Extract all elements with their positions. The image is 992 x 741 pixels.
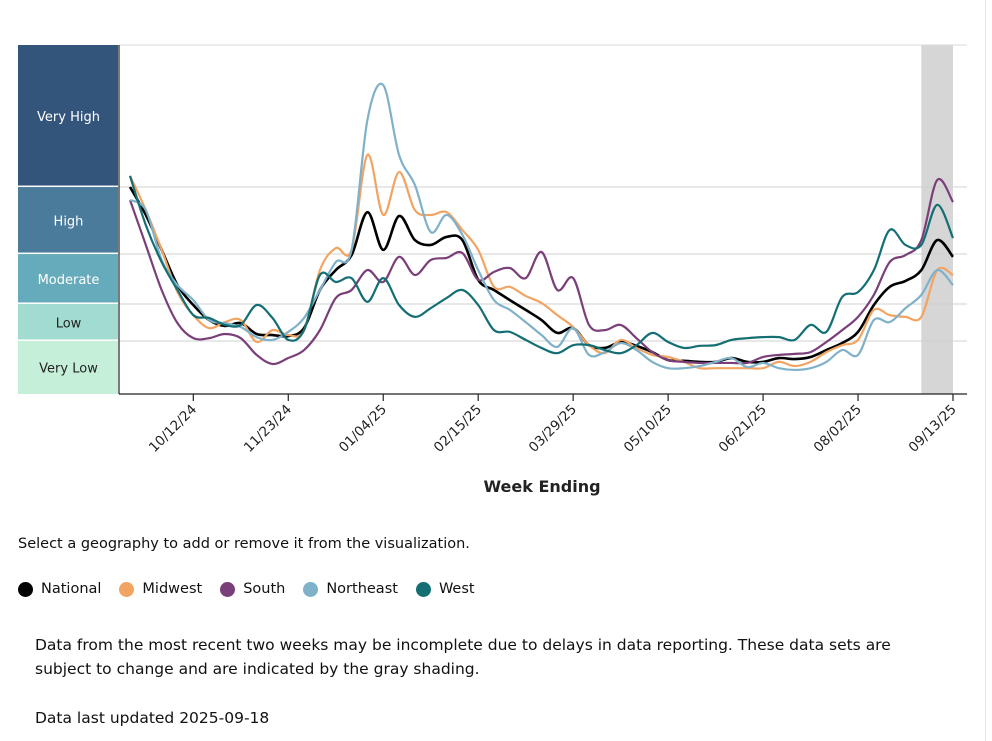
instructions-text: Select a geography to add or remove it f… <box>18 536 470 552</box>
x-axis-title: Week Ending <box>483 477 600 496</box>
level-label: Very Low <box>39 361 98 376</box>
series-line-south <box>128 177 954 366</box>
x-tick-label: 09/13/25 <box>906 402 960 456</box>
level-band-very-high <box>18 45 118 186</box>
legend-item-west[interactable]: West <box>415 581 475 597</box>
x-tick-label: 02/15/25 <box>431 402 485 456</box>
legend-label: National <box>41 581 102 597</box>
series-line-west <box>128 175 955 355</box>
legend: National Midwest South Northeast West <box>18 581 493 597</box>
legend-label: Northeast <box>326 581 398 597</box>
legend-item-midwest[interactable]: Midwest <box>119 581 202 597</box>
level-label: Moderate <box>38 273 100 288</box>
x-tick-label: 10/12/24 <box>146 402 200 456</box>
level-band-moderate <box>18 254 118 303</box>
series-line-northeast <box>129 82 954 372</box>
legend-item-national[interactable]: National <box>18 581 101 597</box>
x-tick-label: 03/29/25 <box>526 402 580 456</box>
legend-label: South <box>243 581 286 597</box>
page-border <box>985 0 986 741</box>
last-updated: Data last updated 2025-09-18 <box>35 709 270 727</box>
level-label: Very High <box>37 110 100 125</box>
wastewater-chart: Very High High Moderate Low Very Low 10/12/2… <box>18 44 967 496</box>
legend-dot-icon <box>303 581 319 597</box>
level-band-high <box>18 187 118 253</box>
level-band-low <box>18 303 118 340</box>
level-bands: Very High High Moderate Low Very Low <box>18 45 118 394</box>
legend-dot-icon <box>415 581 431 597</box>
legend-dot-icon <box>119 581 135 597</box>
x-tick-label: 05/10/25 <box>621 402 675 456</box>
legend-label: West <box>438 581 475 597</box>
series-lines <box>128 82 955 372</box>
gridlines <box>119 44 967 342</box>
legend-dot-icon <box>220 581 236 597</box>
x-tick-label: 01/04/25 <box>336 402 390 456</box>
level-label: Low <box>56 316 82 331</box>
x-tick-label: 06/21/25 <box>716 402 770 456</box>
x-tick-label: 11/23/24 <box>241 402 295 456</box>
legend-dot-icon <box>18 581 33 597</box>
level-band-very-low <box>18 340 118 394</box>
series-line-midwest <box>129 153 954 370</box>
legend-item-south[interactable]: South <box>220 581 285 597</box>
x-axis: 10/12/24 11/23/24 01/04/25 02/15/25 03/29/25… <box>118 45 967 456</box>
level-label: High <box>54 215 84 230</box>
legend-label: Midwest <box>142 581 203 597</box>
legend-item-northeast[interactable]: Northeast <box>303 581 398 597</box>
x-tick-label: 08/02/25 <box>811 402 865 456</box>
data-note: Data from the most recent two weeks may … <box>35 636 891 678</box>
